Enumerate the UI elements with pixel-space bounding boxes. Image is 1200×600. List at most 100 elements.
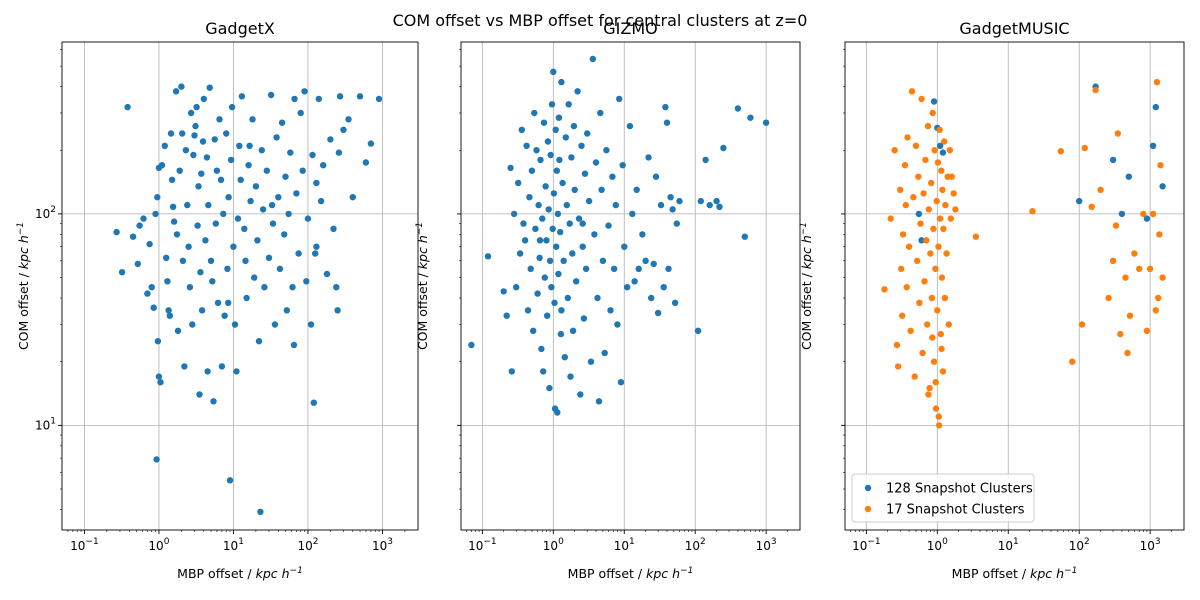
scatter-point bbox=[134, 260, 141, 268]
scatter-point bbox=[540, 368, 547, 375]
scatter-point bbox=[924, 122, 932, 130]
scatter-point bbox=[176, 167, 183, 174]
scatter-point bbox=[155, 373, 163, 380]
scatter-point bbox=[912, 142, 920, 149]
scatter-point bbox=[148, 284, 155, 291]
scatter-point bbox=[173, 231, 181, 238]
scatter-point bbox=[550, 190, 558, 197]
scatter-point bbox=[220, 210, 227, 218]
scatter-point bbox=[185, 243, 192, 250]
scatter-point bbox=[1157, 162, 1164, 169]
scatter-point bbox=[939, 186, 946, 193]
x-tick-label: 10−1 bbox=[70, 537, 99, 553]
scatter-point bbox=[938, 345, 945, 353]
scatter-point bbox=[362, 159, 370, 166]
scatter-point bbox=[639, 231, 646, 238]
scatter-point bbox=[245, 162, 252, 169]
scatter-point bbox=[619, 162, 626, 169]
scatter-point bbox=[281, 231, 288, 238]
scatter-point bbox=[290, 341, 298, 349]
scatter-point bbox=[558, 78, 565, 86]
scatter-point bbox=[267, 91, 275, 99]
scatter-point bbox=[198, 170, 205, 177]
panel-title: GadgetMUSIC bbox=[959, 19, 1069, 38]
panel-gadgetx: 10−1 100 101 102 103 101 102 GadgetX MBP offset … bbox=[16, 19, 419, 581]
series-points-0 bbox=[468, 55, 770, 416]
scatter-point bbox=[163, 254, 170, 261]
scatter-point bbox=[508, 368, 515, 375]
scatter-point bbox=[541, 274, 548, 281]
scatter-point bbox=[893, 341, 901, 349]
scatter-point bbox=[574, 88, 581, 95]
scatter-point bbox=[929, 334, 936, 341]
scatter-point bbox=[275, 194, 282, 201]
scatter-point bbox=[1136, 265, 1143, 272]
scatter-point bbox=[1153, 78, 1161, 86]
scatter-point bbox=[1076, 197, 1083, 205]
scatter-point bbox=[218, 363, 226, 370]
scatter-point bbox=[152, 210, 159, 218]
scatter-point bbox=[1155, 294, 1162, 302]
scatter-point bbox=[589, 55, 596, 63]
scatter-point bbox=[931, 147, 938, 154]
scatter-point bbox=[660, 284, 667, 291]
scatter-point bbox=[907, 327, 914, 334]
scatter-point bbox=[921, 278, 928, 285]
scatter-point bbox=[283, 307, 290, 314]
x-tick-label: 103 bbox=[756, 537, 777, 553]
scatter-point bbox=[336, 93, 344, 100]
scatter-point bbox=[282, 173, 289, 180]
scatter-point bbox=[247, 197, 254, 205]
scatter-point bbox=[702, 156, 709, 164]
scatter-point bbox=[241, 225, 248, 232]
x-tick-label: 100 bbox=[543, 537, 564, 553]
scatter-point bbox=[935, 422, 943, 429]
scatter-point bbox=[910, 194, 917, 201]
scatter-point bbox=[263, 167, 270, 174]
scatter-point bbox=[918, 95, 925, 103]
scatter-point bbox=[902, 201, 909, 209]
scatter-point bbox=[197, 269, 204, 276]
scatter-point bbox=[947, 215, 954, 222]
scatter-point bbox=[551, 299, 558, 306]
scatter-point bbox=[580, 315, 588, 322]
scatter-point bbox=[1088, 203, 1095, 210]
scatter-point bbox=[881, 286, 888, 293]
scatter-point bbox=[595, 398, 603, 405]
scatter-point bbox=[213, 167, 221, 174]
scatter-point bbox=[1057, 148, 1065, 155]
scatter-point bbox=[543, 237, 550, 244]
scatter-point bbox=[1143, 327, 1151, 334]
scatter-point bbox=[924, 321, 931, 328]
scatter-point bbox=[190, 151, 197, 159]
scatter-point bbox=[202, 237, 209, 244]
scatter-point bbox=[1146, 265, 1154, 272]
scatter-point bbox=[518, 126, 525, 133]
scatter-point bbox=[562, 134, 569, 141]
scatter-point bbox=[530, 327, 537, 334]
series-17-snapshot-clusters bbox=[881, 78, 1166, 429]
scatter-point bbox=[118, 269, 126, 276]
panels: 10−1 100 101 102 103 101 102 GadgetX MBP offset … bbox=[16, 19, 1185, 581]
scatter-point bbox=[546, 384, 553, 392]
scatter-point bbox=[899, 312, 906, 319]
scatter-point bbox=[1152, 103, 1160, 111]
scatter-point bbox=[246, 142, 253, 149]
scatter-point bbox=[165, 307, 172, 314]
scatter-point bbox=[327, 136, 334, 143]
scatter-point bbox=[542, 183, 549, 190]
scatter-point bbox=[935, 413, 942, 420]
scatter-point bbox=[897, 186, 904, 193]
scatter-point bbox=[221, 312, 228, 319]
x-axis-label: MBP offset / kpc h−1 bbox=[177, 566, 303, 581]
scatter-point bbox=[950, 190, 957, 197]
scatter-point bbox=[204, 368, 211, 375]
scatter-point bbox=[258, 147, 265, 154]
x-tick-label: 101 bbox=[998, 537, 1019, 553]
scatter-point bbox=[934, 159, 942, 166]
scatter-point bbox=[911, 373, 918, 380]
scatter-point bbox=[554, 409, 561, 416]
scatter-point bbox=[539, 215, 546, 222]
scatter-point bbox=[891, 147, 898, 154]
